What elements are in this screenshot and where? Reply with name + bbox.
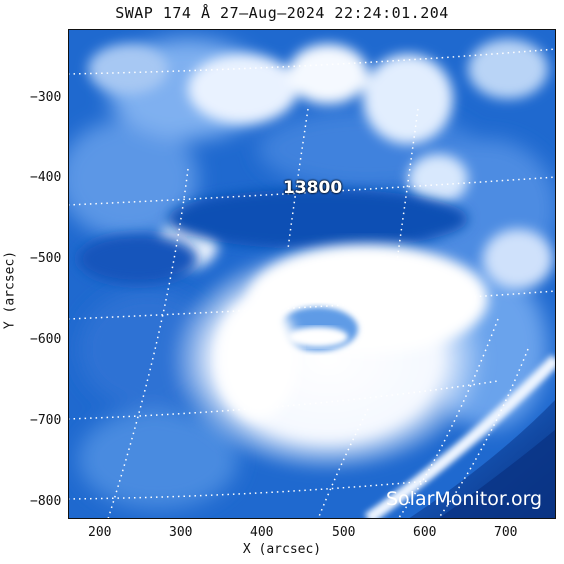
- x-tick-label: 600: [413, 525, 437, 540]
- solar-image-canvas: [68, 29, 556, 519]
- x-axis-label: X (arcsec): [242, 542, 322, 557]
- y-tick-label: −600: [30, 332, 62, 347]
- dark-filament: [78, 189, 468, 284]
- y-tick-label: −300: [30, 90, 62, 105]
- x-tick-label: 500: [332, 525, 356, 540]
- heliographic-grid: [68, 48, 556, 519]
- active-region-core: [168, 244, 488, 474]
- y-tick-label: −400: [30, 170, 62, 185]
- y-axis-label: Y (arcsec): [2, 250, 18, 330]
- y-tick-label: −500: [30, 251, 62, 266]
- x-tick-label: 400: [250, 525, 274, 540]
- y-tick-label: −800: [30, 494, 62, 509]
- upper-loop-structures: [88, 39, 553, 289]
- y-tick-label: −700: [30, 413, 62, 428]
- x-tick-label: 700: [494, 525, 518, 540]
- solar-euv-image: [68, 29, 556, 519]
- active-region-number: 13800: [283, 178, 343, 198]
- solar-limb: [364, 354, 556, 519]
- x-tick-label: 300: [169, 525, 193, 540]
- image-title: SWAP 174 Å 27–Aug–2024 22:24:01.204: [115, 4, 449, 22]
- watermark: SolarMonitor.org: [386, 488, 543, 510]
- x-tick-label: 200: [88, 525, 112, 540]
